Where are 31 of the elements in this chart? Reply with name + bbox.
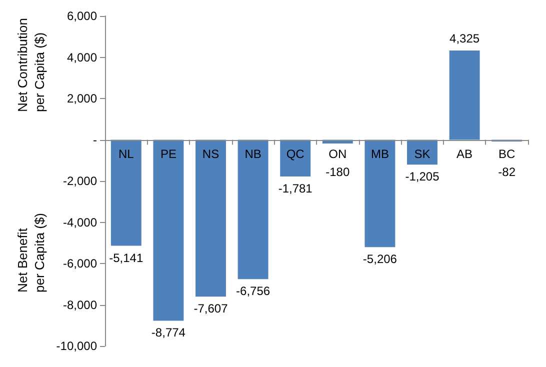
y-tick-label: -8,000 [62,298,98,312]
y-tick-label: -4,000 [62,215,98,230]
y-tick-label: 2,000 [66,92,98,106]
x-tick-label: NL [118,146,134,161]
x-tick-label: NB [244,146,262,161]
data-label: -82 [498,164,516,179]
data-label: -7,607 [194,302,228,316]
x-tick-label: QC [286,146,305,161]
data-label: -8,774 [151,326,186,340]
y-axis-title: Net Contribution per Capita ($) [15,18,47,112]
x-tick-label: SK [414,146,430,161]
x-tick-label: ON [328,146,347,161]
data-label: 4,325 [450,32,480,46]
y-tick-label: -10,000 [56,339,98,353]
y-tick-label: -2,000 [62,174,98,188]
x-tick-label: PE [160,146,176,161]
data-label: -1,205 [405,170,440,184]
data-label: -1,781 [278,181,313,196]
x-tick-label: BC [498,146,516,161]
text: Net Benefit per Capita ($) [15,212,47,292]
data-label: -5,206 [362,252,398,266]
y-tick-label: 6,000 [66,9,98,23]
data-label: -5,141 [109,250,144,265]
x-tick-label: MB [370,146,389,161]
y-tick-label: - [93,132,97,147]
y-tick-label: -6,000 [62,256,98,270]
x-tick-label: AB [456,146,473,161]
x-tick-label: NS [202,146,220,161]
data-label: -6,756 [236,284,270,298]
data-label: -180 [326,164,350,179]
y-tick-label: 4,000 [66,50,98,64]
